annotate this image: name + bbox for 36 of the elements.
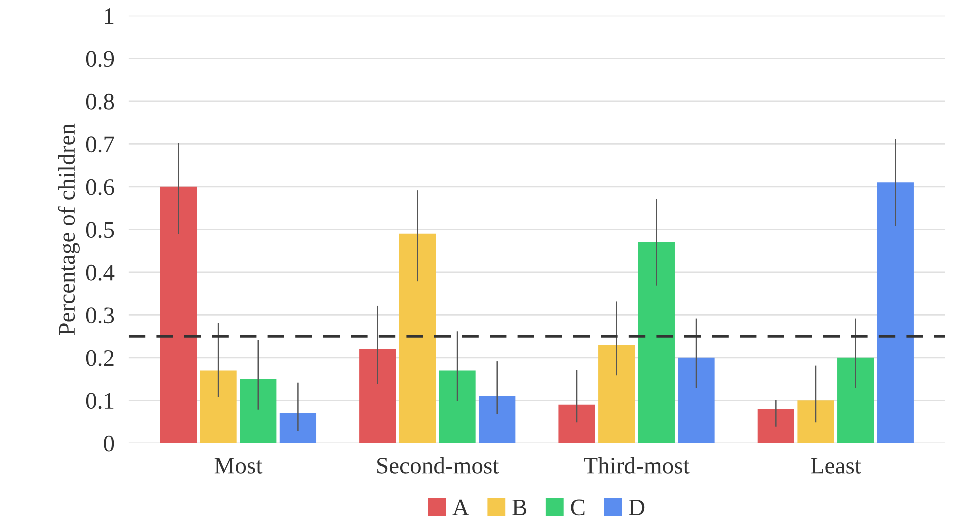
y-tick-label: 0.3 <box>86 308 114 324</box>
bar <box>838 358 874 444</box>
bar <box>558 404 596 444</box>
bar <box>678 358 715 444</box>
bar <box>439 370 476 444</box>
bar <box>877 182 914 444</box>
bar <box>360 349 396 444</box>
bar <box>240 379 277 444</box>
y-tick-label: 0.8 <box>86 94 114 110</box>
bar <box>758 409 794 444</box>
bar <box>638 242 675 444</box>
legend-label: B <box>512 500 527 516</box>
legend-label: D <box>629 500 645 516</box>
y-tick-label: 0.7 <box>86 136 114 153</box>
y-tick-label: 0.4 <box>86 264 115 281</box>
legend-label: C <box>571 500 585 516</box>
legend-label: A <box>452 500 470 516</box>
y-tick-label: 0 <box>104 436 114 452</box>
bar <box>160 186 198 444</box>
bar <box>200 370 237 444</box>
y-axis-title: Percentage of children <box>58 124 80 336</box>
y-tick-label: 0.1 <box>86 393 114 410</box>
y-tick-label: 0.5 <box>86 222 114 238</box>
x-tick-label: Least <box>811 458 862 474</box>
bar <box>798 400 834 444</box>
bar <box>479 396 516 444</box>
bar <box>598 345 636 444</box>
y-tick-label: 0.9 <box>86 51 114 68</box>
y-tick-label: 0.6 <box>86 179 114 196</box>
x-tick-label: Third-most <box>584 457 690 474</box>
y-tick-label: 1 <box>105 8 114 24</box>
x-tick-label: Most <box>214 458 263 474</box>
x-tick-label: Second-most <box>378 457 500 474</box>
bar <box>399 234 436 444</box>
y-tick-label: 0.2 <box>86 350 114 366</box>
bar <box>280 413 317 444</box>
